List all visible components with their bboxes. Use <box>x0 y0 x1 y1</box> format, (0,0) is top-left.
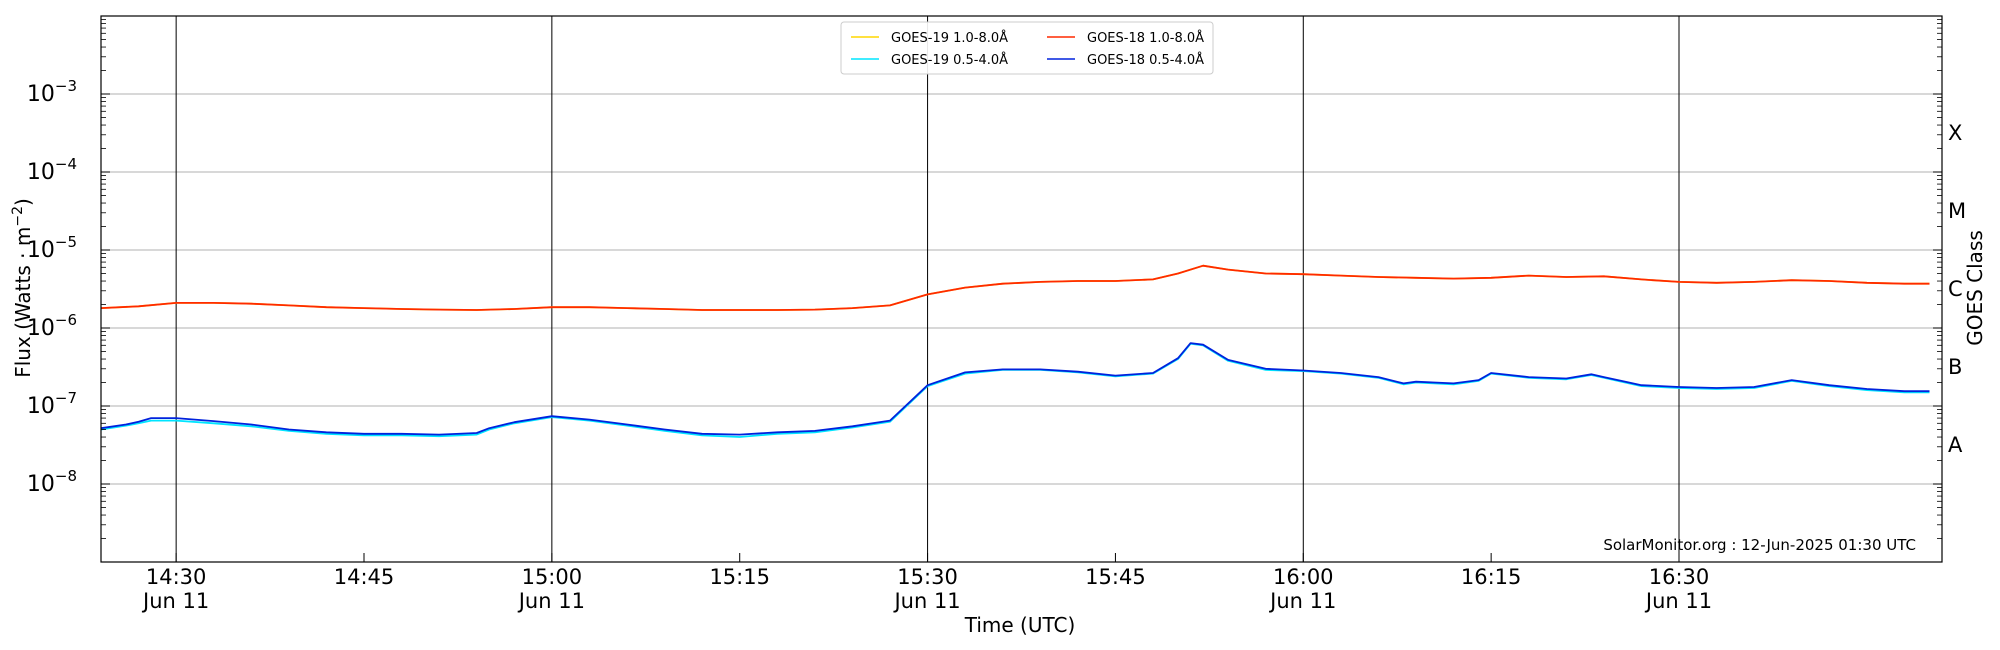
goes-class-labels: A B C M X <box>1948 121 1966 457</box>
x-tick-date-label: Jun 11 <box>517 589 585 613</box>
x-tick-label: 16:30 <box>1649 565 1710 589</box>
plot-frame <box>100 15 1943 563</box>
y-tick-base: 10 <box>27 238 55 263</box>
x-tick-date-label: Jun 11 <box>141 589 209 613</box>
y-axis-label: Flux (Watts · m−2) <box>10 198 35 378</box>
y-tick-base: 10 <box>27 82 55 107</box>
goes-class-axis-label: GOES Class <box>1963 230 1987 346</box>
y-tick-base: 10 <box>27 316 55 341</box>
time-marker-lines <box>175 16 1680 562</box>
grid-lines <box>101 93 1942 485</box>
y-tick-base: 10 <box>27 472 55 497</box>
y-tick-label: 10−7 <box>27 389 77 419</box>
x-axis-label: Time (UTC) <box>964 613 1076 637</box>
goes-class-label: M <box>1948 199 1966 223</box>
y-tick-exponent: −5 <box>55 233 77 251</box>
legend-label: GOES-19 0.5-4.0Å <box>891 52 1008 68</box>
goes-class-label: C <box>1948 277 1963 301</box>
x-tick-label: 16:00 <box>1273 565 1334 589</box>
x-tick-label: 15:45 <box>1085 565 1146 589</box>
legend-label: GOES-18 0.5-4.0Å <box>1087 52 1204 68</box>
x-tick-label: 16:15 <box>1461 565 1522 589</box>
y-tick-exponent: −4 <box>55 155 77 173</box>
y-tick-label: 10−8 <box>27 467 77 497</box>
x-tick-label: 15:15 <box>709 565 770 589</box>
y-axis-ticks: 10−810−710−610−510−410−3 <box>27 19 1942 539</box>
x-tick-label: 15:30 <box>897 565 958 589</box>
series-line <box>100 264 1930 311</box>
legend-label: GOES-18 1.0-8.0Å <box>1087 30 1204 46</box>
y-tick-label: 10−4 <box>27 155 77 185</box>
legend: GOES-19 1.0-8.0Å GOES-19 0.5-4.0Å GOES-18 … <box>840 21 1214 75</box>
y-tick-exponent: −8 <box>55 467 77 485</box>
y-tick-exponent: −3 <box>55 77 77 95</box>
legend-label: GOES-19 1.0-8.0Å <box>891 30 1008 46</box>
y-tick-exponent: −7 <box>55 389 77 407</box>
y-axis-label-close: ) <box>11 198 35 206</box>
legend-box <box>840 21 1214 75</box>
y-tick-label: 10−3 <box>27 77 77 107</box>
goes-class-label: A <box>1948 433 1963 457</box>
y-tick-label: 10−5 <box>27 233 77 263</box>
series-lines <box>100 264 1930 438</box>
source-annotation: SolarMonitor.org : 12-Jun-2025 01:30 UTC <box>1603 536 1916 554</box>
y-tick-label: 10−6 <box>27 311 77 341</box>
y-tick-base: 10 <box>27 160 55 185</box>
x-tick-label: 14:30 <box>146 565 207 589</box>
x-tick-label: 15:00 <box>522 565 583 589</box>
goes-class-label: X <box>1948 121 1962 145</box>
y-tick-base: 10 <box>27 394 55 419</box>
x-tick-label: 14:45 <box>334 565 395 589</box>
y-tick-exponent: −6 <box>55 311 77 329</box>
y-axis-label-main: Flux (Watts · m <box>11 227 35 378</box>
x-tick-date-label: Jun 11 <box>1644 589 1712 613</box>
x-tick-date-label: Jun 11 <box>1268 589 1336 613</box>
y-axis-label-exponent: −2 <box>10 206 26 227</box>
series-line <box>100 342 1930 436</box>
x-tick-date-label: Jun 11 <box>892 589 960 613</box>
goes-class-label: B <box>1948 355 1962 379</box>
